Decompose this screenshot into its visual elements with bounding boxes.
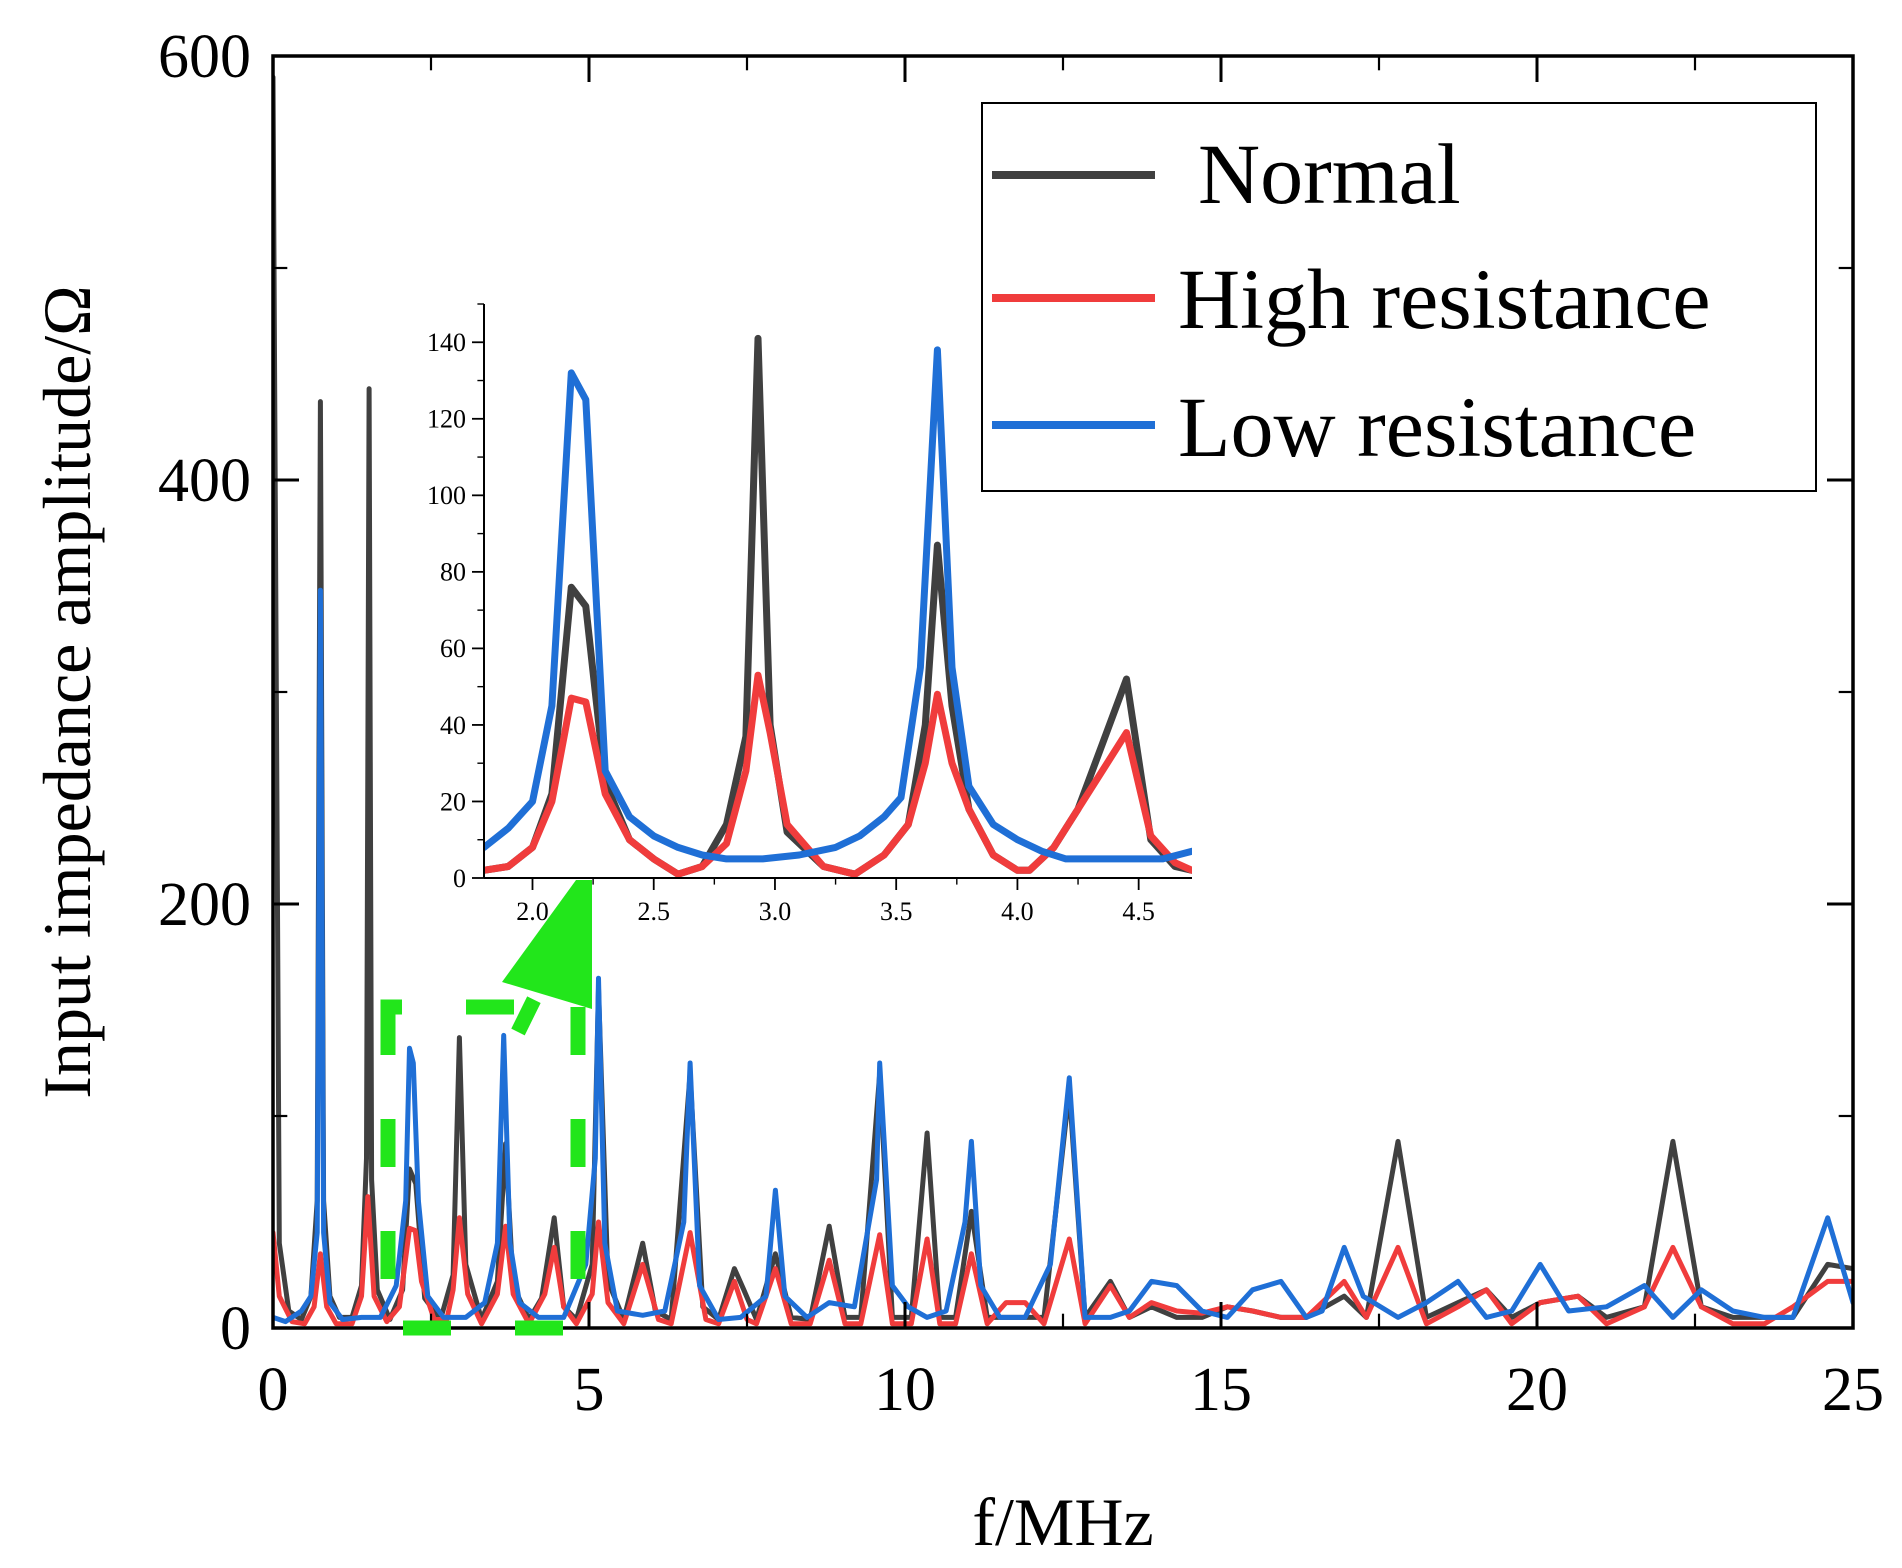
inset-series-low-resistance [484,346,1192,863]
inset-x-tick-label: 2.0 [516,897,549,926]
main-x-tick-label: 10 [874,1356,936,1424]
inset-y-tick-label: 140 [427,328,466,357]
legend-label-low: Low resistance [1178,379,1696,475]
inset-y-tick-label: 100 [427,481,466,510]
main-y-tick-label: 600 [158,23,251,91]
inset-y-tick-label: 20 [440,787,466,816]
y-axis-title: Input impedance amplitude/Ω [29,285,105,1098]
main-x-tick-label: 5 [574,1356,605,1424]
inset-axis-ticks [472,303,1140,890]
legend: Normal High resistance Low resistance [981,102,1817,492]
main-y-tick-label: 0 [220,1295,251,1363]
zoom-highlight [380,858,592,1336]
zoom-arrow [502,858,592,1036]
inset-x-tick-label: 3.5 [880,897,913,926]
main-x-tick-label: 15 [1190,1356,1252,1424]
main-series-low-resistance [273,587,1853,1325]
main-axis-ticks [271,54,1855,1330]
inset-y-tick-label: 120 [427,405,466,434]
zoom-arrow-head [502,858,592,1009]
main-x-tick-label: 0 [258,1356,289,1424]
main-y-tick-label: 400 [158,447,251,515]
inset-x-tick-label: 3.0 [759,897,792,926]
inset-series-lines [484,334,1192,878]
inset-tick-labels: 2.0 2.5 3.0 3.5 4.0 4.5 0 20 40 60 80 100 120 140 [427,328,1155,926]
main-y-tick-label: 200 [158,871,251,939]
inset-plot: 2.0 2.5 3.0 3.5 4.0 4.5 0 20 40 60 80 100 120 140 [420,288,1192,926]
main-series-lines [273,74,1853,1327]
inset-x-tick-label: 4.5 [1122,897,1155,926]
inset-x-tick-label: 2.5 [637,897,670,926]
main-x-tick-label: 25 [1822,1356,1884,1424]
inset-series-high-resistance [484,671,1192,878]
inset-y-tick-label: 80 [440,558,466,587]
inset-y-tick-label: 0 [453,864,466,893]
legend-label-high: High resistance [1178,251,1711,347]
x-axis-title: f/MHz [972,1484,1153,1560]
inset-x-tick-label: 4.0 [1001,897,1034,926]
main-x-tick-label: 20 [1506,1356,1568,1424]
inset-y-tick-label: 40 [440,711,466,740]
inset-y-tick-label: 60 [440,634,466,663]
legend-label-normal: Normal [1198,126,1461,222]
